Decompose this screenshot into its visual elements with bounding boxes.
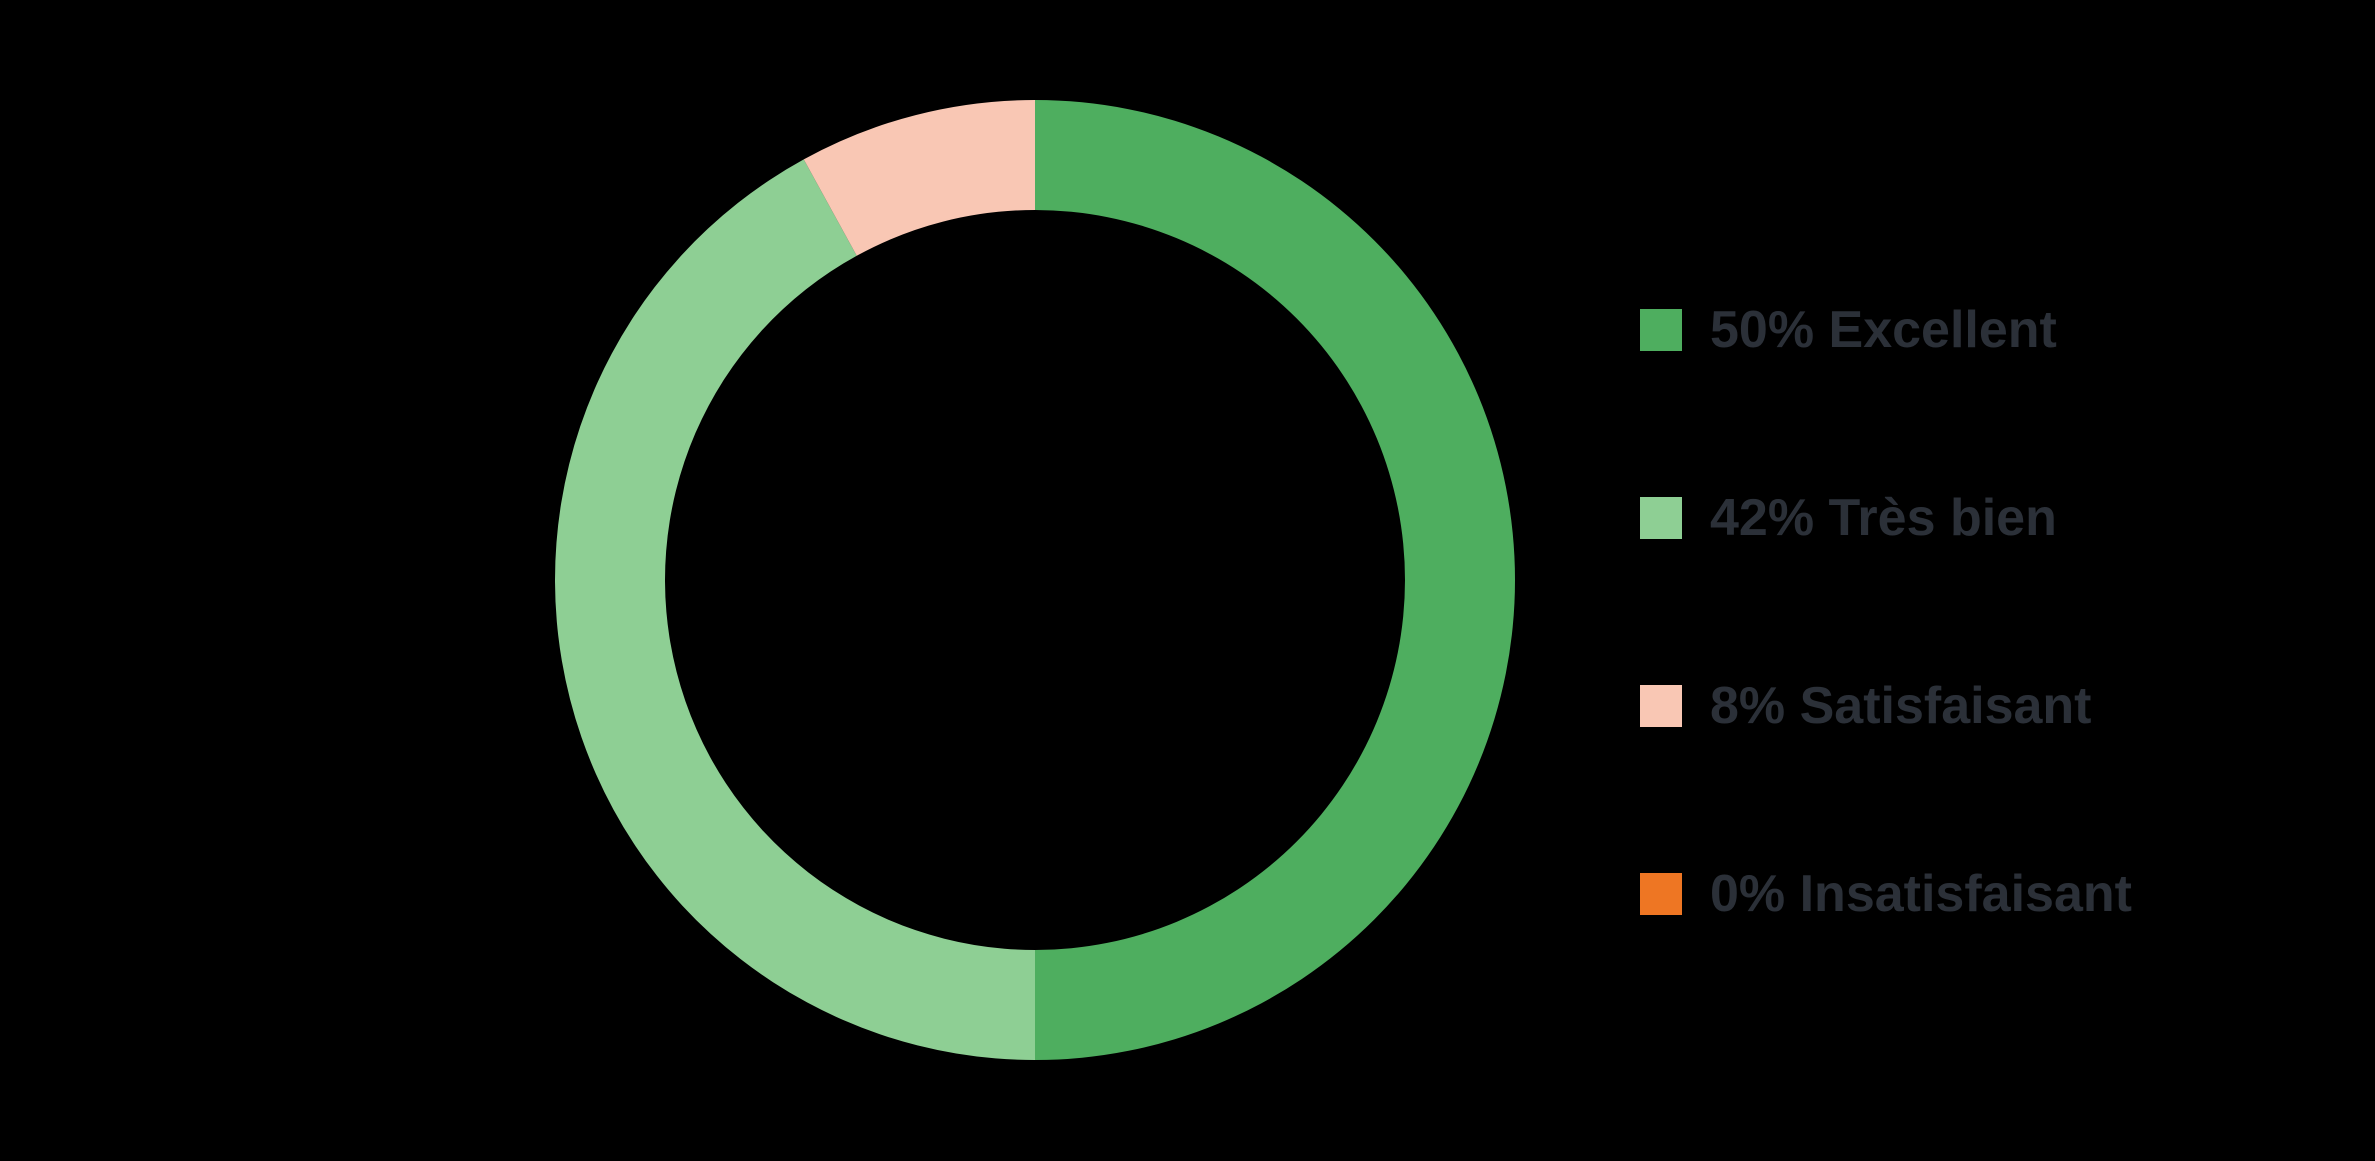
- legend-label: 8% Satisfaisant: [1710, 676, 2092, 736]
- legend-label: 42% Très bien: [1710, 488, 2057, 548]
- legend-item: 8% Satisfaisant: [1640, 676, 2132, 736]
- legend: 50% Excellent 42% Très bien 8% Satisfaisan…: [1640, 300, 2132, 924]
- legend-label: 50% Excellent: [1710, 300, 2057, 360]
- donut-chart: [545, 90, 1525, 1070]
- legend-swatch: [1640, 497, 1682, 539]
- legend-swatch: [1640, 873, 1682, 915]
- donut-segment-très-bien: [555, 159, 1035, 1060]
- legend-swatch: [1640, 309, 1682, 351]
- donut-chart-container: [545, 90, 1525, 1070]
- legend-item: 50% Excellent: [1640, 300, 2132, 360]
- legend-item: 42% Très bien: [1640, 488, 2132, 548]
- donut-segment-excellent: [1035, 100, 1515, 1060]
- legend-swatch: [1640, 685, 1682, 727]
- legend-item: 0% Insatisfaisant: [1640, 864, 2132, 924]
- legend-label: 0% Insatisfaisant: [1710, 864, 2132, 924]
